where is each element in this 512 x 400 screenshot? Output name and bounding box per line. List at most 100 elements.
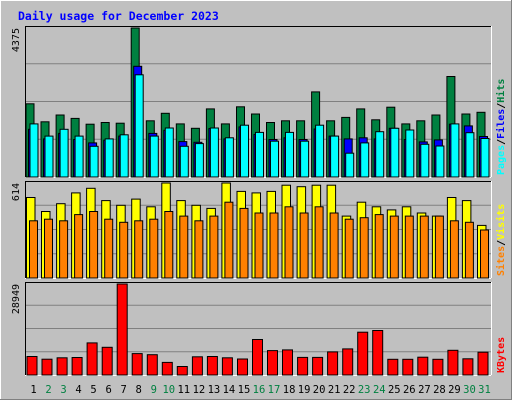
panel-kbytes: 28949 KBytes <box>11 282 507 376</box>
panel-visits-sites: 614 Sites/Visits <box>11 181 507 279</box>
bar-pages <box>164 127 174 178</box>
bar-pages <box>360 142 370 178</box>
x-tick-label: 20 <box>313 384 326 396</box>
bar-pages <box>420 143 430 178</box>
x-tick-label: 14 <box>223 384 236 396</box>
x-tick-label: 12 <box>193 384 206 396</box>
bar-sites <box>284 206 294 279</box>
x-axis: 1 2 3 4 5 6 7 8 9 10 11 12 13 14 15 16 17 18 19 20 21 22 23 24 2… <box>30 384 490 396</box>
bar-kbytes <box>86 342 98 376</box>
bar-kbytes <box>131 353 143 376</box>
x-tick-label: 23 <box>358 384 371 396</box>
x-tick-label: 28 <box>433 384 446 396</box>
x-tick-label: 22 <box>343 384 356 396</box>
bar-sites <box>44 218 53 279</box>
bar-pages <box>89 145 99 178</box>
bar-kbytes <box>477 351 489 376</box>
bar-kbytes <box>462 358 474 376</box>
bar-sites <box>374 214 384 279</box>
bar-pages <box>285 131 294 178</box>
bar-sites <box>419 215 429 279</box>
bar-pages <box>345 152 355 178</box>
x-tick-label: 27 <box>418 384 431 396</box>
x-tick-label: 5 <box>90 384 96 396</box>
bar-sites <box>179 215 189 279</box>
x-tick-label: 25 <box>388 384 401 396</box>
bar-sites <box>104 218 114 279</box>
bar-kbytes <box>191 356 203 376</box>
bar-kbytes <box>312 356 324 376</box>
x-tick-label: 9 <box>151 384 157 396</box>
bar-kbytes <box>447 349 459 376</box>
legend-separator: / <box>496 103 507 109</box>
bar-kbytes <box>146 354 158 376</box>
x-tick-label: 7 <box>121 384 127 396</box>
legend-separator: / <box>496 139 507 145</box>
bar-pages <box>224 137 234 178</box>
bar-pages <box>390 127 400 178</box>
x-tick-label: 17 <box>268 384 281 396</box>
bar-kbytes <box>237 358 248 376</box>
x-tick-label: 11 <box>177 384 190 396</box>
x-tick-label: 21 <box>328 384 341 396</box>
bar-kbytes <box>26 356 38 376</box>
bar-kbytes <box>101 346 113 376</box>
bar-sites <box>464 221 474 279</box>
x-tick-label: 31 <box>478 384 491 396</box>
bar-kbytes <box>432 358 444 376</box>
bar-sites <box>254 212 264 279</box>
bar-sites <box>434 215 444 279</box>
bar-sites <box>224 201 234 279</box>
x-tick-label: 29 <box>448 384 461 396</box>
chart-panels: 4375Pages/Files/Hits614Sites/Visits28949… <box>11 26 507 376</box>
bar-pages <box>179 145 189 178</box>
panel-max-label: 28949 <box>11 284 22 314</box>
x-tick-label: 24 <box>373 384 386 396</box>
bar-sites <box>239 207 249 279</box>
bar-pages <box>119 134 129 178</box>
chart-title: Daily usage for December 2023 <box>18 9 219 23</box>
bar-pages <box>29 123 39 178</box>
legend-pages: Pages <box>496 145 507 175</box>
bar-pages <box>149 135 159 178</box>
bar-pages <box>330 135 340 178</box>
bar-sites <box>194 220 204 279</box>
bar-sites <box>164 211 174 279</box>
legend-visits: Visits <box>495 204 507 240</box>
bar-kbytes <box>282 349 293 376</box>
bar-pages <box>300 140 310 178</box>
bar-sites <box>29 220 38 279</box>
x-tick-label: 16 <box>253 384 266 396</box>
x-tick-label: 6 <box>106 384 112 396</box>
bar-pages <box>194 143 204 178</box>
bar-kbytes <box>417 356 429 376</box>
x-tick-label: 2 <box>45 384 51 396</box>
bar-sites <box>480 229 489 279</box>
bar-kbytes <box>357 331 369 376</box>
bar-kbytes <box>402 358 414 376</box>
bar-pages <box>435 145 445 178</box>
bar-pages <box>209 127 219 178</box>
panel-max-label: 4375 <box>11 28 22 52</box>
bar-pages <box>465 132 475 178</box>
x-tick-label: 10 <box>162 384 175 396</box>
bar-pages <box>74 135 84 178</box>
bar-kbytes <box>327 351 339 376</box>
bar-kbytes <box>71 357 83 376</box>
panel-legend: Sites/Visits <box>495 204 507 276</box>
bar-pages <box>104 138 114 178</box>
panel-max-label: 614 <box>11 183 22 201</box>
bar-sites <box>404 215 414 279</box>
bar-kbytes <box>176 366 188 376</box>
bar-pages <box>315 124 325 178</box>
bar-sites <box>59 220 69 279</box>
bar-sites <box>149 218 159 279</box>
bar-pages <box>240 124 249 178</box>
bar-kbytes <box>116 283 128 376</box>
legend-hits: Hits <box>495 79 507 103</box>
bar-kbytes <box>221 357 233 376</box>
bar-sites <box>89 211 99 279</box>
x-tick-label: 18 <box>283 384 296 396</box>
